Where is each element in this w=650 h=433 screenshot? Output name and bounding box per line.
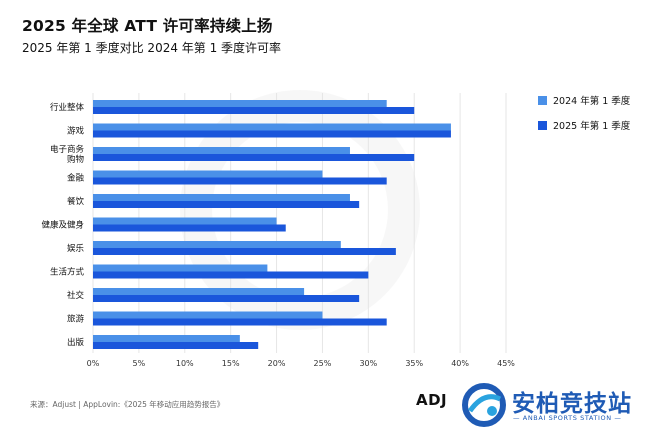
x-tick-label: 25%: [314, 359, 332, 368]
chart-legend: 2024 年第 1 季度 2025 年第 1 季度: [538, 93, 630, 143]
x-tick-label: 45%: [497, 359, 515, 368]
category-label: 出版: [67, 337, 85, 348]
bar-2024: [93, 123, 451, 131]
bar-2024: [93, 217, 277, 225]
brand-name: 安柏竞技站: [512, 391, 632, 417]
x-tick-label: 15%: [222, 359, 240, 368]
x-tick-label: 35%: [405, 359, 423, 368]
brand-subtitle: — ANBAI SPORTS STATION —: [513, 414, 622, 422]
bar-2025: [93, 107, 415, 114]
x-tick-label: 20%: [268, 359, 286, 368]
bar-2024: [93, 264, 268, 272]
bar-2025: [93, 154, 415, 161]
x-tick-label: 30%: [359, 359, 377, 368]
bar-2024: [93, 100, 387, 107]
bar-2025: [93, 177, 387, 185]
bar-2024: [93, 194, 350, 201]
legend-swatch-2025: [538, 120, 547, 130]
bar-2025: [93, 318, 387, 326]
category-label: 行业整体: [50, 102, 85, 113]
bar-2025: [93, 295, 360, 302]
brand-logo: 安柏竞技站 — ANBAI SPORTS STATION —: [460, 380, 640, 430]
bar-2025: [93, 342, 259, 349]
category-label: 游戏: [67, 126, 85, 137]
category-label: 生活方式: [50, 267, 85, 278]
bar-2024: [93, 288, 305, 295]
adj-logo: ADJ: [416, 391, 448, 409]
legend-label-2024: 2024 年第 1 季度: [553, 96, 631, 107]
category-label: 餐饮: [67, 196, 85, 207]
category-label: 旅游: [67, 314, 85, 325]
x-tick-label: 0%: [87, 359, 100, 368]
category-label: 金融: [67, 173, 85, 184]
bar-2025: [93, 248, 396, 255]
x-tick-label: 40%: [451, 359, 469, 368]
bar-2025: [93, 130, 451, 138]
x-tick-label: 5%: [133, 359, 146, 368]
category-label: 电子商务购物: [50, 144, 85, 165]
bar-2025: [93, 224, 286, 232]
legend-item-2025: 2025 年第 1 季度: [538, 118, 630, 132]
bar-2024: [93, 335, 240, 342]
category-label: 健康及健身: [41, 220, 84, 231]
bar-2025: [93, 271, 369, 279]
category-label: 娱乐: [67, 243, 85, 254]
source-note: 来源：Adjust | AppLovin:《2025 年移动应用趋势报告》: [30, 400, 225, 409]
bar-2024: [93, 311, 323, 319]
x-tick-label: 10%: [176, 359, 194, 368]
bar-2024: [93, 241, 341, 248]
category-label: 社交: [67, 290, 85, 301]
chart-title: 2025 年全球 ATT 许可率持续上扬: [22, 17, 273, 35]
chart-subtitle: 2025 年第 1 季度对比 2024 年第 1 季度许可率: [22, 41, 282, 55]
brand-emblem-icon: [462, 383, 506, 427]
legend-swatch-2024: [538, 95, 547, 105]
legend-label-2025: 2025 年第 1 季度: [553, 121, 631, 132]
bar-2025: [93, 201, 360, 208]
bar-2024: [93, 147, 350, 154]
legend-item-2024: 2024 年第 1 季度: [538, 93, 630, 107]
bar-2024: [93, 170, 323, 178]
